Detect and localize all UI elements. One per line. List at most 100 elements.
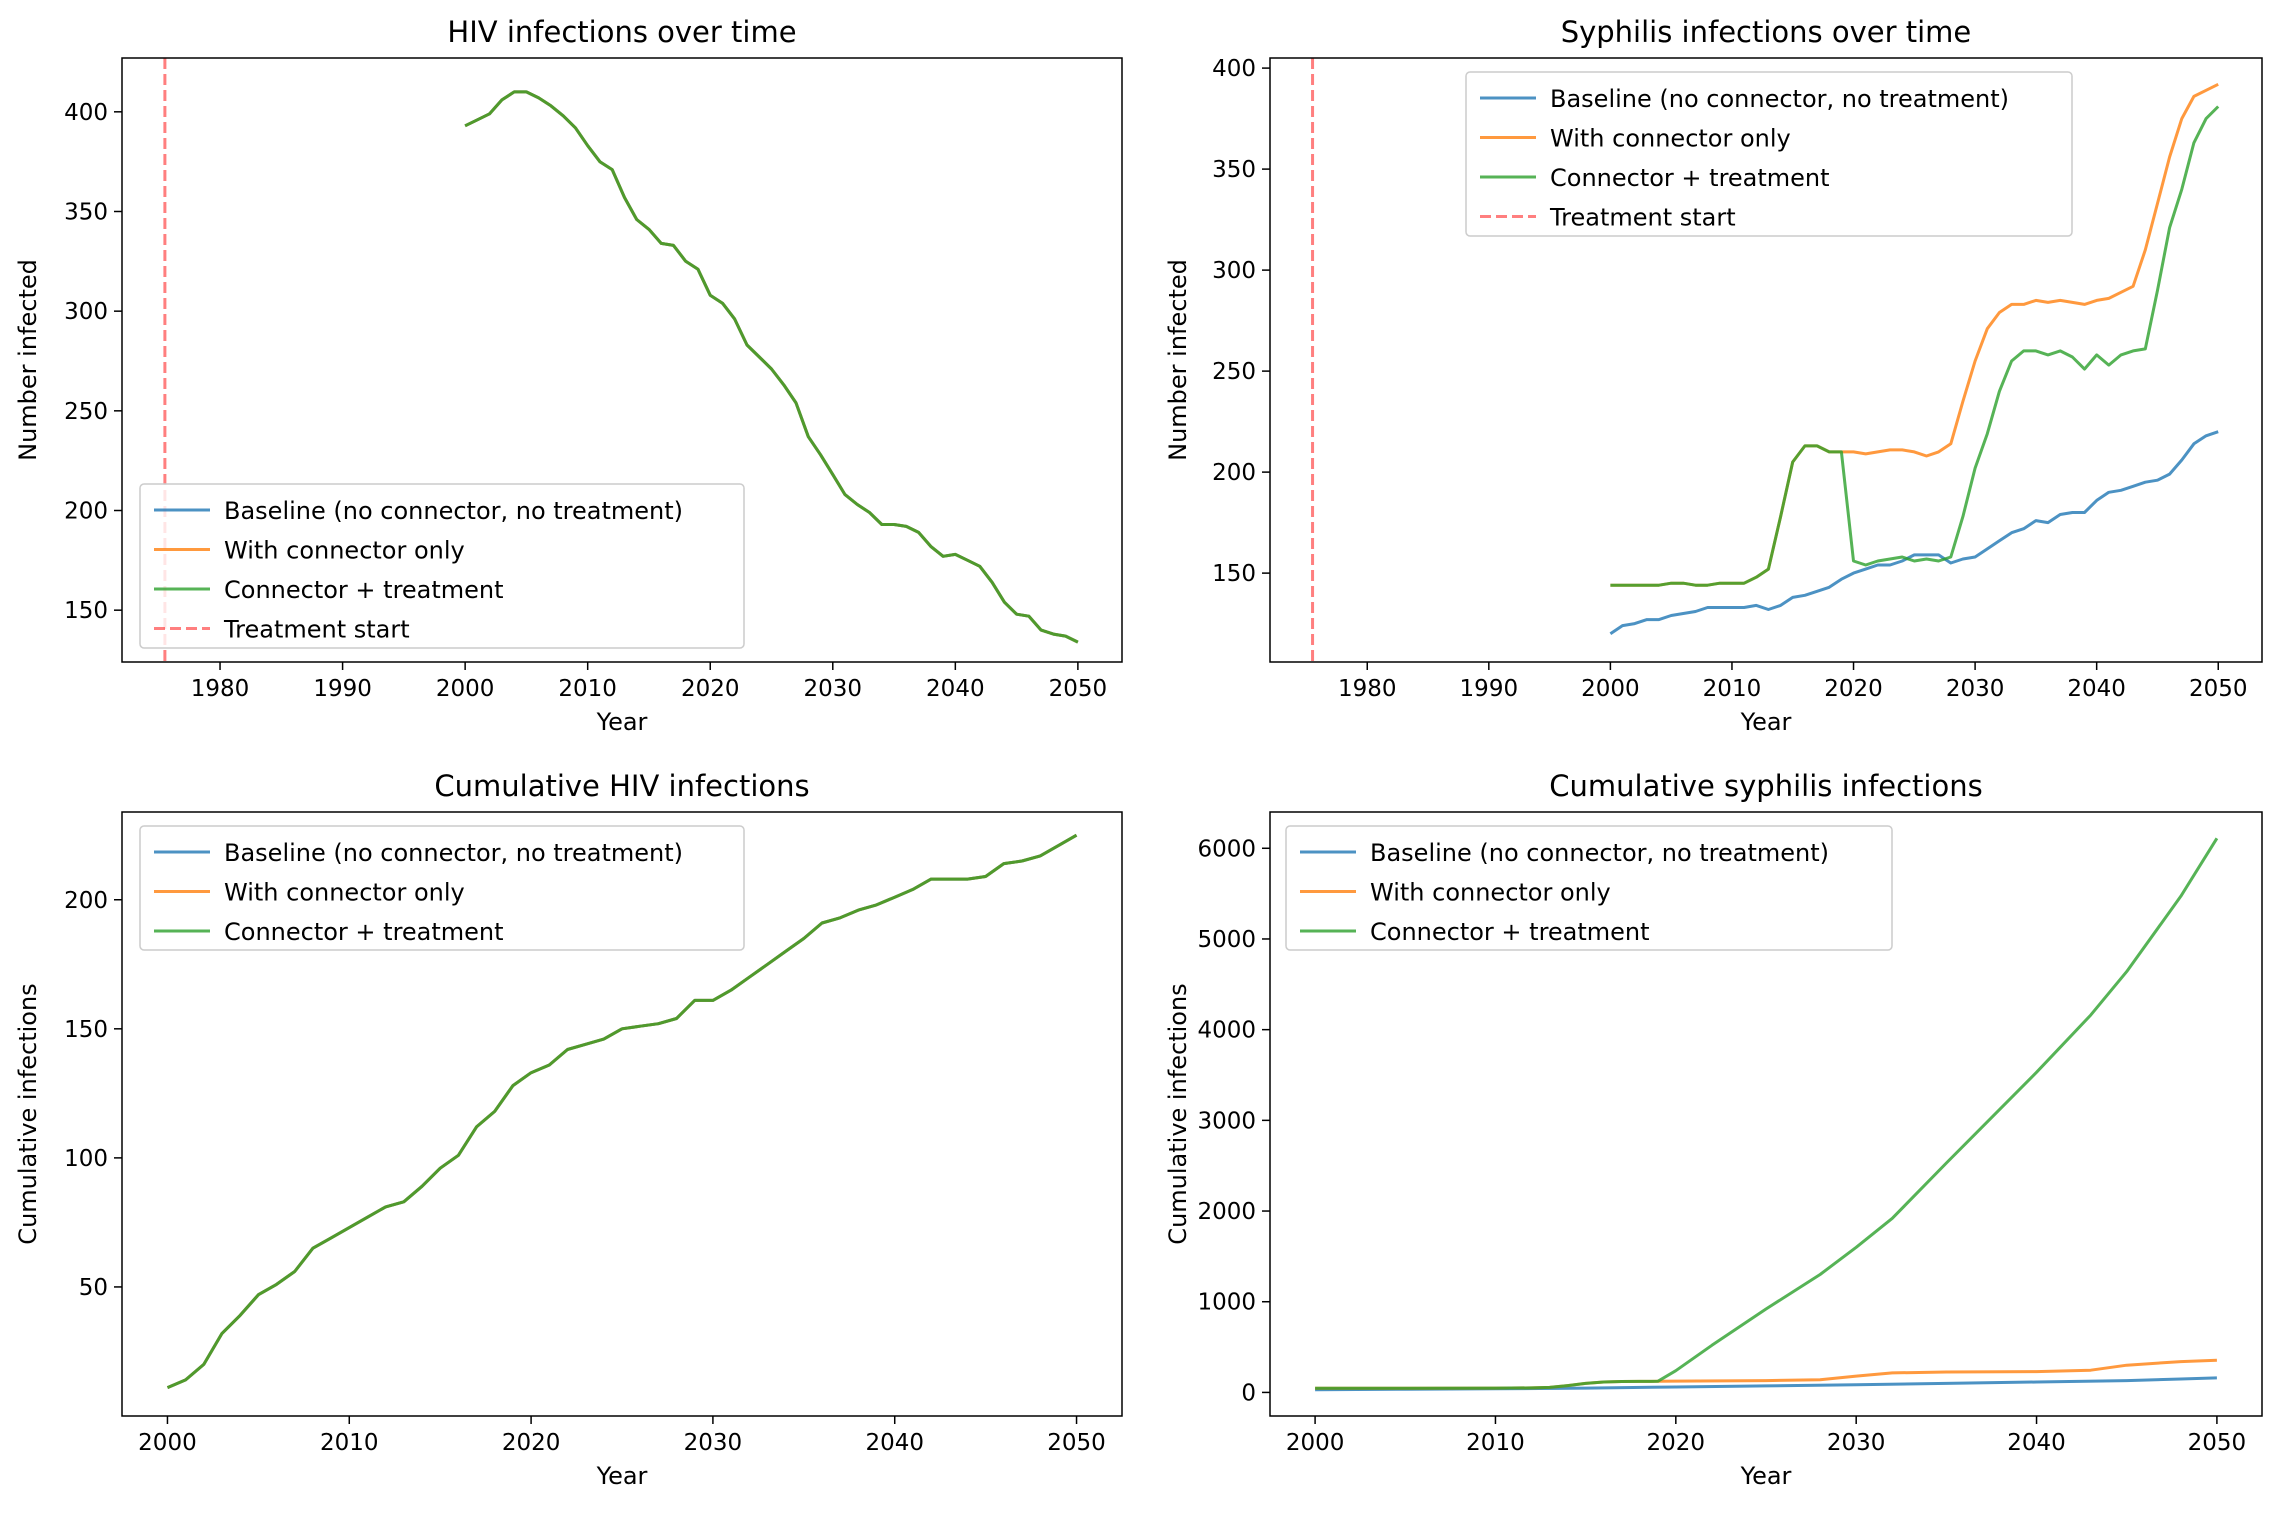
chart-title: HIV infections over time (447, 15, 796, 49)
x-tick-label: 2050 (2188, 1430, 2247, 1456)
x-tick-label: 2050 (1047, 1430, 1106, 1456)
legend-entry: Baseline (no connector, no treatment) (224, 839, 683, 867)
axes-frame (1269, 57, 2263, 663)
y-tick-label: 300 (64, 299, 108, 325)
y-tick-label: 6000 (1197, 836, 1256, 862)
panel-syphilis-infections: Syphilis infections over time 1980 1990 200… (1164, 15, 2263, 736)
series-line-treatment (1315, 837, 2219, 1390)
y-tick-label: 4000 (1197, 1018, 1256, 1044)
chart-title: Cumulative syphilis infections (1549, 769, 1982, 803)
x-tick-label: 2040 (2067, 676, 2126, 702)
x-tick-label: 2030 (804, 676, 863, 702)
y-tick-label: 1000 (1197, 1290, 1256, 1316)
legend-entry: Treatment start (223, 616, 410, 644)
legend-entry: Baseline (no connector, no treatment) (1550, 85, 2009, 113)
y-tick-label: 0 (1241, 1380, 1256, 1406)
x-axis-label: Year (596, 708, 648, 736)
x-tick-label: 2020 (502, 1430, 561, 1456)
x-tick-label: 2010 (1703, 676, 1762, 702)
y-tick-label: 350 (64, 199, 108, 225)
y-tick-label: 250 (64, 399, 108, 425)
series-line-treatment (1610, 105, 2220, 587)
y-tick-label: 400 (1212, 56, 1256, 82)
x-tick-label: 2030 (684, 1430, 743, 1456)
axes-frame (121, 811, 1123, 1417)
y-tick-label: 2000 (1197, 1199, 1256, 1225)
y-tick-label: 200 (64, 888, 108, 914)
x-tick-label: 2030 (1827, 1430, 1886, 1456)
x-tick-label: 2010 (320, 1430, 379, 1456)
axes-frame (121, 57, 1123, 663)
y-tick-label: 50 (79, 1275, 108, 1301)
legend-entry: With connector only (224, 537, 465, 565)
series-line-treatment (464, 90, 1079, 644)
y-axis-label: Cumulative infections (14, 983, 42, 1244)
legend-entry: Connector + treatment (224, 576, 504, 604)
y-tick-label: 200 (64, 499, 108, 525)
x-tick-label: 2040 (865, 1430, 924, 1456)
legend: Baseline (no connector, no treatment) Wit… (1285, 825, 1893, 951)
y-tick-label: 150 (1212, 561, 1256, 587)
y-axis-label: Number infected (1164, 259, 1192, 461)
y-tick-label: 350 (1212, 157, 1256, 183)
x-tick-label: 2010 (1466, 1430, 1525, 1456)
x-tick-label: 2030 (1946, 676, 2005, 702)
series-line-treatment (166, 833, 1078, 1389)
y-tick-label: 200 (1212, 460, 1256, 486)
x-tick-label: 2040 (2007, 1430, 2066, 1456)
legend: Baseline (no connector, no treatment) Wit… (1465, 71, 2073, 237)
y-tick-label: 150 (64, 1017, 108, 1043)
legend-box (139, 825, 745, 951)
y-tick-label: 400 (64, 100, 108, 126)
legend: Baseline (no connector, no treatment) Wit… (139, 825, 745, 951)
x-tick-label: 1990 (1460, 676, 1519, 702)
legend-entry: Connector + treatment (224, 918, 504, 946)
panel-hiv-infections: HIV infections over time 1980 1990 2000 2010… (14, 15, 1123, 736)
y-tick-label: 100 (64, 1146, 108, 1172)
x-axis-label: Year (596, 1462, 648, 1490)
legend-box (1285, 825, 1893, 951)
legend-entry: Baseline (no connector, no treatment) (224, 497, 683, 525)
y-tick-label: 250 (1212, 359, 1256, 385)
x-axis-label: Year (1740, 708, 1792, 736)
legend-entry: With connector only (224, 879, 465, 907)
x-tick-label: 1990 (313, 676, 372, 702)
legend-entry: Treatment start (1549, 204, 1736, 232)
y-axis-label: Cumulative infections (1164, 983, 1192, 1244)
legend-box (139, 483, 745, 649)
chart-title: Cumulative HIV infections (434, 769, 809, 803)
x-tick-label: 1980 (1338, 676, 1397, 702)
y-tick-label: 5000 (1197, 927, 1256, 953)
legend: Baseline (no connector, no treatment) Wit… (139, 483, 745, 649)
x-tick-label: 2020 (1647, 1430, 1706, 1456)
y-axis-label: Number infected (14, 259, 42, 461)
series-line-baseline (1609, 430, 2219, 635)
axes-frame (1269, 811, 2263, 1417)
y-tick-label: 150 (64, 598, 108, 624)
legend-entry: Connector + treatment (1550, 164, 1830, 192)
panel-cumulative-syphilis: Cumulative syphilis infections 2000 2010 20… (1164, 769, 2263, 1490)
legend-entry: With connector only (1550, 125, 1791, 153)
x-axis-label: Year (1740, 1462, 1792, 1490)
chart-title: Syphilis infections over time (1561, 15, 1972, 49)
x-tick-label: 2050 (1049, 676, 1108, 702)
y-tick-label: 300 (1212, 258, 1256, 284)
x-tick-label: 2000 (1286, 1430, 1345, 1456)
legend-entry: Connector + treatment (1370, 918, 1650, 946)
y-tick-label: 3000 (1197, 1108, 1256, 1134)
x-tick-label: 2000 (1581, 676, 1640, 702)
x-tick-label: 2040 (926, 676, 985, 702)
x-tick-label: 2000 (436, 676, 495, 702)
x-tick-label: 2020 (681, 676, 740, 702)
series-line-connector (1315, 1358, 2217, 1390)
x-tick-label: 2010 (558, 676, 617, 702)
x-tick-label: 2050 (2189, 676, 2248, 702)
x-tick-label: 1980 (191, 676, 250, 702)
legend-box (1465, 71, 2073, 237)
legend-entry: With connector only (1370, 879, 1611, 907)
panel-cumulative-hiv: Cumulative HIV infections 2000 2010 2020 203… (14, 769, 1123, 1490)
legend-entry: Baseline (no connector, no treatment) (1370, 839, 1829, 867)
x-tick-label: 2020 (1824, 676, 1883, 702)
x-tick-label: 2000 (138, 1430, 197, 1456)
